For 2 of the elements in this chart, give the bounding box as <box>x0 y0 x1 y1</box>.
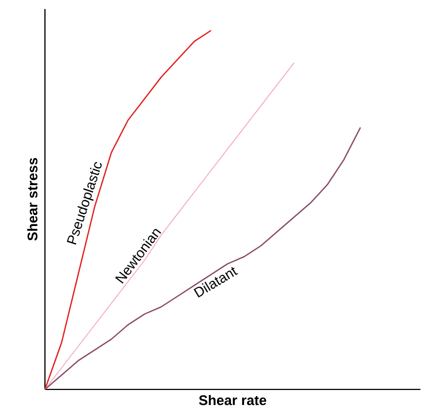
x-axis-title: Shear rate <box>199 394 266 405</box>
y-axis-title: Shear stress <box>27 158 38 240</box>
